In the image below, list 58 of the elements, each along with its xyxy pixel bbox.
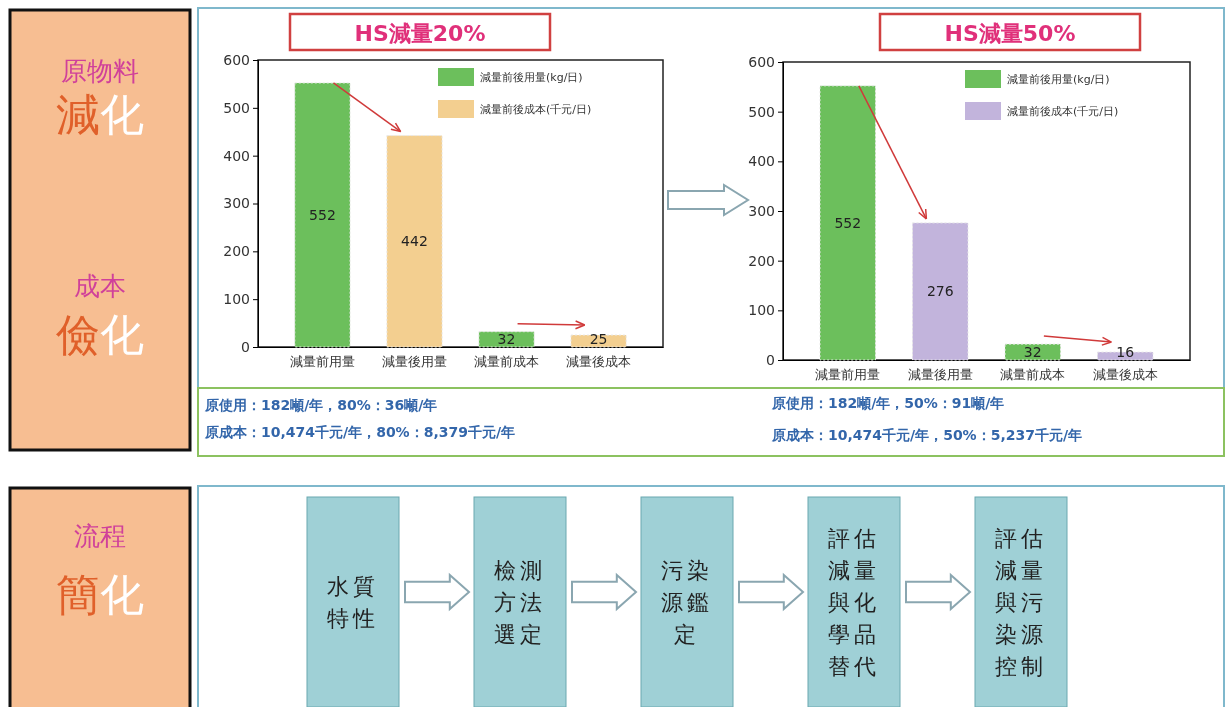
x-tick-label: 減量後成本 [1092,367,1158,383]
legend-label: 減量前後成本(千元/日) [1007,105,1119,118]
data-label: 442 [401,233,428,250]
text: 原物料 [61,56,139,86]
text: 原成本：10,474千元/年，80%：8,379千元/年 [204,424,516,440]
legend-label: 減量前後成本(千元/日) [480,103,592,116]
text: 流程 [74,521,126,551]
bar [912,222,969,361]
bar [386,135,443,348]
y-tick-label: 100 [223,291,250,308]
y-tick-label: 200 [223,243,250,260]
x-tick-label: 減量前成本 [1000,367,1066,383]
y-tick-label: 600 [748,53,775,70]
bar [570,334,627,348]
bar [819,85,876,361]
text: 評估減量與化學品替代 [828,526,880,679]
x-tick-label: 減量前用量 [815,367,881,383]
y-tick-label: 200 [748,252,775,269]
text: 檢測方法選定 [494,558,546,647]
x-tick-label: 減量前用量 [289,354,355,370]
bar [478,331,535,348]
y-tick-label: 0 [766,351,775,368]
text: 污染源鑑定 [661,558,713,647]
chart-title: HS減量20% [354,21,486,46]
y-tick-label: 600 [223,51,250,68]
text: 原使用：182噸/年，80%：36噸/年 [204,397,438,413]
y-tick-label: 400 [223,147,250,164]
text: 減化 [56,89,144,140]
y-tick-label: 100 [748,302,775,319]
legend-label: 減量前後用量(kg/日) [480,71,583,84]
data-label: 32 [497,331,516,347]
x-tick-label: 減量後用量 [907,367,973,383]
bar [294,82,351,348]
chart-title: HS減量50% [944,21,1076,46]
y-tick-label: 300 [748,202,775,219]
data-label: 16 [1116,344,1135,360]
text: 水質特性 [327,574,379,631]
text: 原使用：182噸/年，50%：91噸/年 [771,395,1005,411]
x-tick-label: 減量後用量 [381,354,447,370]
y-tick-label: 300 [223,195,250,212]
data-label: 276 [926,283,954,300]
bar [1004,343,1061,361]
y-tick-label: 400 [748,153,775,170]
data-label: 32 [1023,344,1042,360]
legend-label: 減量前後用量(kg/日) [1007,73,1110,86]
text: 簡化 [56,569,144,620]
y-tick-label: 500 [223,99,250,116]
data-label: 25 [589,331,608,347]
x-tick-label: 減量後成本 [566,354,632,370]
y-tick-label: 500 [748,103,775,120]
data-label: 552 [309,206,336,223]
text: 成本 [74,271,126,301]
data-label: 552 [834,214,862,231]
y-tick-label: 0 [241,338,250,355]
text: 評估減量與污染源控制 [995,526,1047,679]
text: 原成本：10,474千元/年，50%：5,237千元/年 [771,427,1083,443]
text: 儉化 [56,309,144,360]
x-tick-label: 減量前成本 [474,354,540,370]
